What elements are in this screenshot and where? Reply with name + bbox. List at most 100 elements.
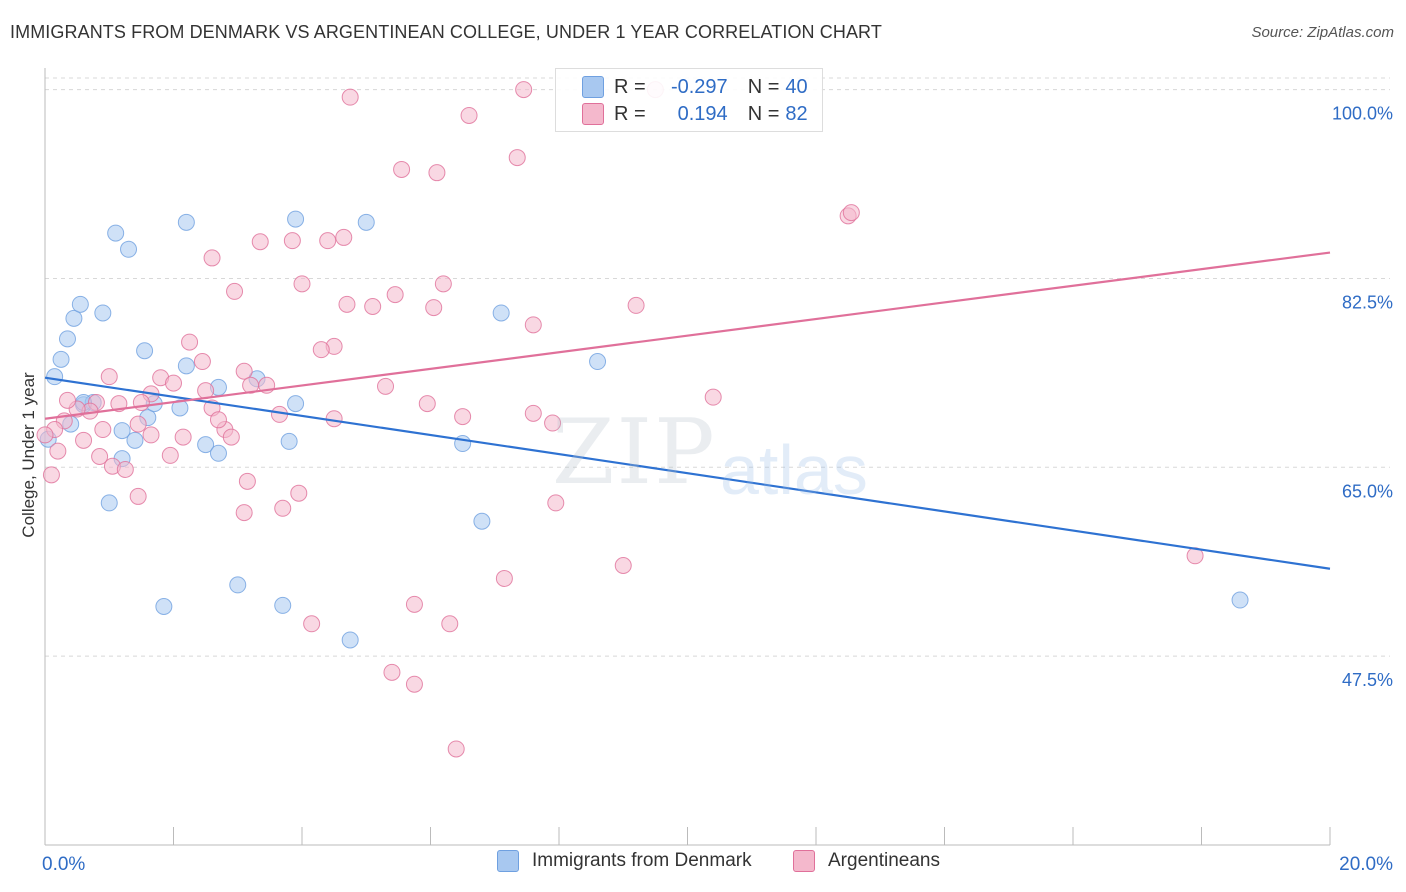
point-argentineans bbox=[91, 448, 109, 465]
point-argentineans bbox=[335, 228, 353, 246]
legend-label-argentineans: Argentineans bbox=[828, 850, 940, 871]
legend-item-argentineans[interactable]: Argentineans bbox=[793, 850, 940, 872]
point-argentineans bbox=[42, 466, 60, 484]
point-denmark bbox=[171, 399, 189, 417]
trend-lines bbox=[44, 251, 1331, 570]
legend-n-label: N = bbox=[747, 102, 780, 125]
trend-line-denmark bbox=[44, 376, 1331, 570]
point-argentineans bbox=[544, 414, 562, 432]
point-argentineans bbox=[447, 740, 465, 758]
point-argentineans bbox=[283, 232, 301, 250]
watermark-atlas: atlas bbox=[720, 431, 868, 509]
legend-r-label: R = bbox=[614, 75, 646, 98]
stats-legend: R = -0.297 N = 40 R = 0.194 N = 82 bbox=[555, 68, 823, 132]
point-argentineans bbox=[547, 494, 565, 512]
point-argentineans bbox=[842, 204, 860, 222]
y-tick-labels: 47.5% 65.0% 82.5% 100.0% bbox=[1332, 104, 1393, 691]
point-argentineans bbox=[393, 160, 411, 178]
point-denmark bbox=[94, 304, 112, 322]
point-denmark bbox=[280, 432, 298, 450]
chart-title: IMMIGRANTS FROM DENMARK VS ARGENTINEAN C… bbox=[10, 22, 882, 42]
point-argentineans bbox=[428, 164, 446, 182]
point-denmark bbox=[357, 213, 375, 231]
point-denmark bbox=[589, 353, 607, 371]
series-denmark-points bbox=[39, 210, 1249, 649]
y-axis-label: College, Under 1 year bbox=[19, 372, 38, 538]
legend-swatch-denmark bbox=[497, 850, 519, 872]
point-argentineans bbox=[226, 282, 244, 300]
point-argentineans bbox=[181, 333, 199, 351]
point-denmark bbox=[473, 512, 491, 530]
point-argentineans bbox=[116, 460, 134, 478]
point-denmark bbox=[492, 304, 510, 322]
point-argentineans bbox=[515, 81, 533, 99]
point-argentineans bbox=[129, 415, 147, 433]
watermark-zip: ZIP bbox=[552, 400, 717, 505]
point-argentineans bbox=[495, 569, 513, 587]
point-argentineans bbox=[454, 408, 472, 426]
point-argentineans bbox=[36, 426, 54, 444]
legend-row-argentineans: R = 0.194 N = 82 bbox=[556, 100, 808, 128]
point-argentineans bbox=[58, 391, 76, 409]
y-tick-label: 47.5% bbox=[1342, 670, 1393, 690]
point-argentineans bbox=[319, 232, 337, 250]
point-denmark bbox=[341, 631, 359, 649]
point-argentineans bbox=[100, 368, 118, 386]
point-denmark bbox=[197, 436, 215, 454]
point-argentineans bbox=[704, 388, 722, 406]
point-argentineans bbox=[49, 442, 67, 460]
point-argentineans bbox=[209, 411, 227, 429]
point-argentineans bbox=[460, 106, 478, 124]
y-tick-label: 82.5% bbox=[1342, 292, 1393, 312]
legend-r-value: -0.297 bbox=[670, 75, 728, 98]
point-argentineans bbox=[174, 428, 192, 446]
point-argentineans bbox=[341, 88, 359, 106]
point-argentineans bbox=[425, 299, 443, 317]
y-tick-label: 100.0% bbox=[1332, 104, 1393, 124]
legend-r-label: R = bbox=[614, 102, 646, 125]
legend-n-label: N = bbox=[747, 75, 780, 98]
point-argentineans bbox=[383, 663, 401, 681]
point-argentineans bbox=[235, 504, 253, 522]
point-argentineans bbox=[165, 374, 182, 392]
point-argentineans bbox=[377, 377, 395, 395]
point-argentineans bbox=[274, 499, 292, 517]
point-denmark bbox=[58, 330, 76, 348]
point-argentineans bbox=[434, 275, 452, 293]
point-argentineans bbox=[364, 297, 382, 315]
point-denmark bbox=[52, 350, 70, 368]
point-denmark bbox=[113, 422, 131, 440]
point-denmark bbox=[177, 357, 195, 375]
point-denmark bbox=[287, 395, 305, 413]
point-argentineans bbox=[129, 487, 147, 505]
point-denmark bbox=[1231, 591, 1249, 609]
point-argentineans bbox=[524, 404, 542, 422]
point-argentineans bbox=[614, 556, 632, 574]
point-denmark bbox=[126, 431, 144, 449]
point-argentineans bbox=[405, 675, 423, 693]
point-denmark bbox=[287, 210, 305, 228]
legend-r-value: 0.194 bbox=[677, 102, 728, 125]
point-argentineans bbox=[161, 446, 179, 464]
point-argentineans bbox=[524, 316, 542, 334]
point-argentineans bbox=[242, 376, 260, 394]
point-argentineans bbox=[418, 395, 436, 413]
legend-item-denmark[interactable]: Immigrants from Denmark bbox=[497, 850, 752, 872]
point-argentineans bbox=[290, 484, 308, 502]
point-denmark bbox=[71, 295, 89, 313]
point-denmark bbox=[100, 494, 118, 512]
point-argentineans bbox=[203, 249, 221, 267]
point-argentineans bbox=[386, 286, 404, 304]
point-denmark bbox=[177, 213, 195, 231]
point-denmark bbox=[65, 309, 83, 327]
x-tick-label-max: 20.0% bbox=[1339, 854, 1393, 875]
point-argentineans bbox=[132, 394, 150, 412]
point-argentineans bbox=[405, 595, 423, 613]
point-argentineans bbox=[142, 426, 160, 444]
source-credit: Source: ZipAtlas.com bbox=[1251, 24, 1394, 41]
legend-row-denmark: R = -0.297 N = 40 bbox=[556, 73, 808, 101]
point-argentineans bbox=[441, 615, 459, 633]
trend-line-argentineans bbox=[44, 251, 1331, 420]
legend-n-value: 40 bbox=[785, 75, 808, 98]
point-denmark bbox=[274, 596, 292, 614]
